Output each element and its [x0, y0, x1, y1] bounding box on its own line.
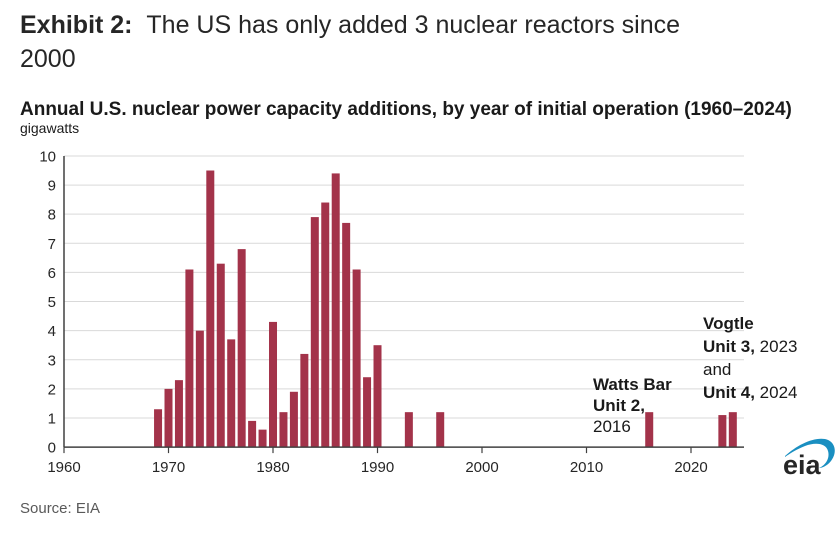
svg-text:7: 7: [48, 236, 56, 253]
svg-text:2000: 2000: [465, 459, 498, 476]
svg-text:2020: 2020: [674, 459, 707, 476]
svg-text:1970: 1970: [152, 459, 185, 476]
svg-text:eia: eia: [783, 450, 822, 476]
svg-text:1990: 1990: [361, 459, 394, 476]
svg-text:1960: 1960: [47, 459, 80, 476]
svg-text:4: 4: [48, 323, 56, 340]
svg-text:5: 5: [48, 294, 56, 311]
svg-text:6: 6: [48, 265, 56, 282]
svg-text:3: 3: [48, 352, 56, 369]
svg-text:1980: 1980: [256, 459, 289, 476]
svg-text:8: 8: [48, 207, 56, 224]
svg-text:2010: 2010: [570, 459, 603, 476]
svg-text:9: 9: [48, 178, 56, 195]
svg-text:0: 0: [48, 440, 56, 457]
svg-text:2: 2: [48, 381, 56, 398]
svg-text:1: 1: [48, 411, 56, 428]
svg-text:10: 10: [39, 149, 56, 166]
